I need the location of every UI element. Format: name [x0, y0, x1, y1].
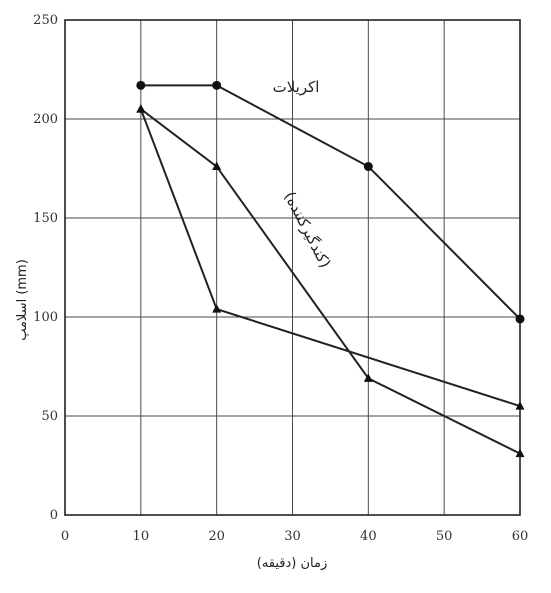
data-point-triangle [515, 448, 525, 458]
data-point-circle [136, 80, 146, 90]
data-point-triangle [363, 373, 373, 382]
series-layer [136, 80, 525, 458]
data-point-triangle [212, 161, 222, 171]
data-point-circle [212, 80, 222, 90]
x-axis-title: زمان (دقیقه) [257, 556, 328, 571]
annotation-acrylate: اکریلات [273, 78, 320, 96]
annotation-retarder: (کندگیرکننده) [281, 189, 335, 271]
data-point-triangle [136, 104, 146, 113]
data-point-triangle [212, 304, 222, 313]
y-axis-title: اسلامپ (mm) [15, 259, 30, 341]
data-point-circle [363, 162, 373, 172]
x-tick-label: 40 [360, 529, 377, 544]
y-tick-label: 50 [41, 409, 58, 424]
x-tick-label: 50 [436, 529, 453, 544]
y-tick-label: 250 [33, 13, 58, 28]
x-tick-label: 60 [512, 529, 529, 544]
y-tick-label: 150 [33, 211, 58, 226]
plot-frame [64, 19, 521, 516]
data-point-circle [515, 314, 525, 324]
x-tick-label: 30 [284, 529, 301, 544]
y-tick-label: 0 [50, 508, 58, 523]
tick-labels: 0 10 20 30 40 50 60 0 50 100 150 200 250 [33, 13, 528, 544]
x-tick-label: 0 [61, 529, 69, 544]
series-line-0 [140, 84, 521, 320]
y-tick-label: 100 [33, 310, 58, 325]
y-tick-label: 200 [33, 112, 58, 127]
series-line-1 [140, 108, 521, 455]
x-tick-label: 20 [208, 529, 225, 544]
data-point-triangle [515, 401, 525, 410]
x-tick-label: 10 [133, 529, 150, 544]
